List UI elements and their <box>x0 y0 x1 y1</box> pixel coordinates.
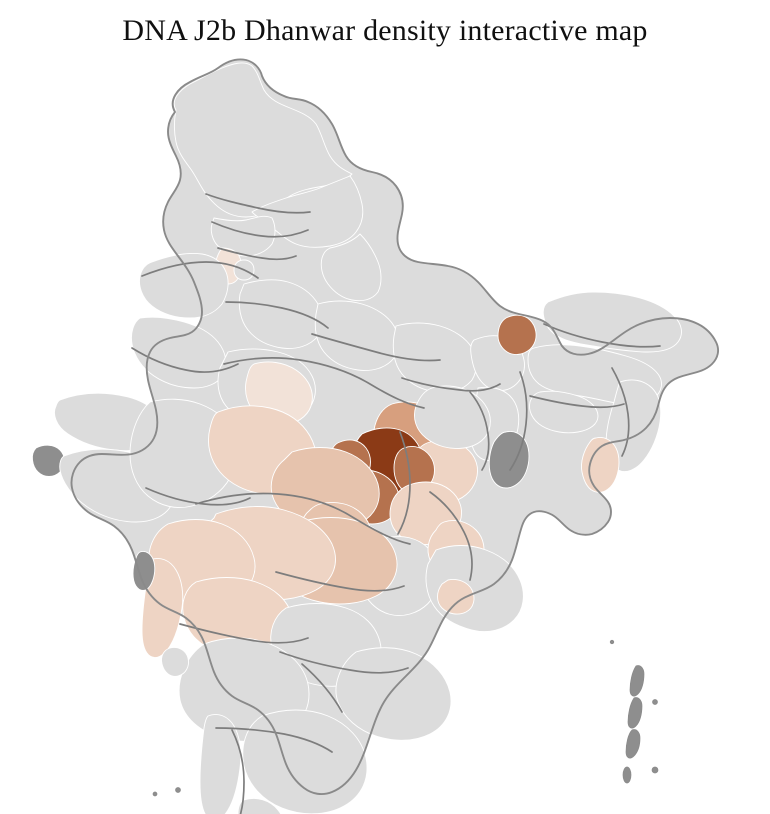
state-border-maharashtra-karnataka <box>179 623 309 644</box>
district-goa[interactable] <box>161 647 189 677</box>
island-andaman-south[interactable] <box>625 729 641 759</box>
state-border-rajasthan-up <box>225 301 329 329</box>
state-border-mp-north <box>223 357 425 409</box>
district-tamil-nadu-tip[interactable] <box>237 798 285 814</box>
district-punjab[interactable] <box>210 215 276 257</box>
islands-group <box>152 639 659 797</box>
state-borders-overlay <box>131 193 661 814</box>
northwest-states-group <box>131 215 276 389</box>
district-arunachal-pradesh[interactable] <box>542 291 682 353</box>
district-meghalaya[interactable] <box>529 390 599 434</box>
page-title: DNA J2b Dhanwar density interactive map <box>122 14 648 47</box>
madhya-pradesh-group <box>208 348 478 563</box>
island-andaman-north[interactable] <box>629 665 645 697</box>
district-bihar[interactable] <box>392 322 477 393</box>
state-border-hp-punjab <box>211 221 309 238</box>
state-border-jk-hp <box>205 193 311 214</box>
district-kachchh-west-tip-dark[interactable] <box>31 444 65 477</box>
state-border-assam-meghalaya <box>529 395 625 409</box>
district-tripura-highlight[interactable] <box>581 437 620 493</box>
island-lakshadweep-mid[interactable] <box>175 787 181 793</box>
district-sikkim-north-bengal-hotspot[interactable] <box>497 314 537 355</box>
state-border-arunachal-assam <box>543 323 661 348</box>
state-border-mp-chhattisgarh <box>397 431 411 535</box>
state-border-punjab-haryana <box>217 247 297 261</box>
island-nicobar-north[interactable] <box>652 699 658 705</box>
island-nicobar-car[interactable] <box>651 766 659 774</box>
island-lakshadweep-north[interactable] <box>152 791 158 797</box>
island-little-andaman[interactable] <box>622 766 632 784</box>
northeast-states-group <box>527 291 682 493</box>
district-jammu-kashmir-ladakh[interactable] <box>173 62 353 218</box>
country-border-overlay <box>70 58 720 796</box>
india-choropleth-map[interactable] <box>0 52 770 814</box>
state-border-chhattisgarh-odisha <box>429 491 473 581</box>
state-border-kerala-tn <box>231 729 245 814</box>
state-border-wb-bangladesh <box>509 371 528 471</box>
state-border-karnataka-tn <box>215 727 333 753</box>
state-border-up-mp <box>311 333 441 362</box>
island-sikkim-dot[interactable] <box>609 639 615 645</box>
district-nagaland-manipur-mizoram[interactable] <box>605 379 662 472</box>
district-kerala[interactable] <box>199 714 242 814</box>
district-west-bengal-coastal-dark[interactable] <box>488 431 530 489</box>
maharashtra-group <box>132 506 398 658</box>
state-border-karnataka-ap <box>301 663 343 713</box>
district-rajasthan-south[interactable] <box>131 316 227 389</box>
state-border-telangana-ap <box>279 651 409 674</box>
state-border-maharashtra-telangana <box>275 571 405 592</box>
state-border-jharkhand-wb <box>469 391 490 471</box>
state-border-rajasthan-gujarat <box>131 347 239 373</box>
india-national-border <box>70 58 720 796</box>
district-odisha-thin-pink[interactable] <box>437 579 475 615</box>
district-andhra-pradesh[interactable] <box>335 647 452 741</box>
district-tamil-nadu[interactable] <box>242 709 368 814</box>
state-border-mp-maharashtra <box>195 492 411 545</box>
state-border-assam-nagaland <box>611 367 630 457</box>
district-konkan-dark-edge[interactable] <box>132 551 156 591</box>
state-border-gujarat-mh <box>145 487 251 506</box>
state-border-rajasthan-north <box>141 261 259 279</box>
island-andaman-middle[interactable] <box>627 697 643 729</box>
district-uttarakhand[interactable] <box>320 233 382 302</box>
state-border-bihar-jharkhand <box>401 377 501 392</box>
